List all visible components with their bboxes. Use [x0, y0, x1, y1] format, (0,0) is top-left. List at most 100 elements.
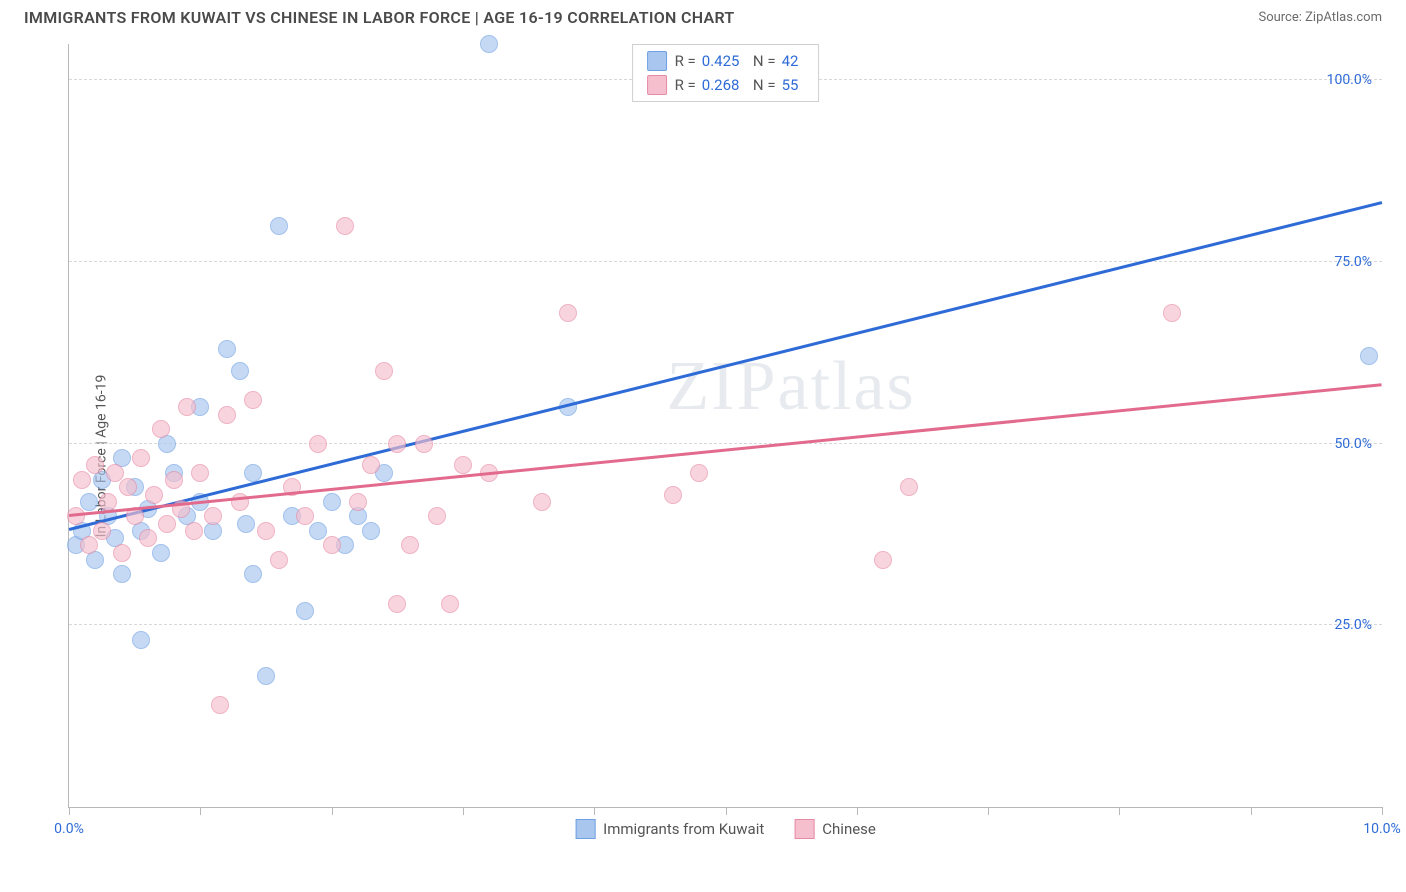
scatter-point	[900, 478, 918, 496]
x-tick	[200, 807, 201, 815]
scatter-point	[132, 449, 150, 467]
plot-area: ZIPatlas R =0.425 N =42R =0.268 N =55 Im…	[68, 44, 1382, 808]
x-tick	[1382, 807, 1383, 815]
scatter-point	[454, 456, 472, 474]
scatter-point	[231, 362, 249, 380]
scatter-point	[152, 544, 170, 562]
y-tick-label: 25.0%	[1334, 617, 1372, 633]
scatter-point	[874, 551, 892, 569]
scatter-point	[1163, 304, 1181, 322]
legend-swatch	[575, 819, 595, 839]
scatter-point	[309, 522, 327, 540]
scatter-point	[132, 631, 150, 649]
x-tick	[857, 807, 858, 815]
x-tick-label: 10.0%	[1363, 821, 1401, 837]
scatter-point	[152, 420, 170, 438]
header: IMMIGRANTS FROM KUWAIT VS CHINESE IN LAB…	[0, 0, 1406, 31]
scatter-point	[1360, 347, 1378, 365]
x-tick	[69, 807, 70, 815]
scatter-point	[158, 515, 176, 533]
trend-line	[69, 383, 1382, 516]
scatter-point	[139, 529, 157, 547]
x-tick	[594, 807, 595, 815]
scatter-point	[145, 486, 163, 504]
scatter-point	[664, 486, 682, 504]
legend-stat-row: R =0.425 N =42	[647, 49, 805, 73]
scatter-point	[296, 602, 314, 620]
scatter-point	[165, 471, 183, 489]
legend-stats: R =0.425 N =42 R =0.268 N =55	[632, 44, 820, 102]
scatter-point	[204, 507, 222, 525]
gridline	[69, 261, 1382, 262]
scatter-point	[690, 464, 708, 482]
scatter-point	[415, 435, 433, 453]
source-label: Source: ZipAtlas.com	[1258, 10, 1382, 25]
scatter-point	[218, 406, 236, 424]
legend-item: Chinese	[794, 819, 876, 839]
scatter-point	[533, 493, 551, 511]
scatter-point	[309, 435, 327, 453]
scatter-point	[375, 362, 393, 380]
scatter-point	[336, 217, 354, 235]
x-tick	[332, 807, 333, 815]
scatter-point	[480, 35, 498, 53]
scatter-point	[362, 456, 380, 474]
scatter-point	[401, 536, 419, 554]
legend-stat-row: R =0.268 N =55	[647, 73, 805, 97]
scatter-point	[244, 391, 262, 409]
x-tick	[988, 807, 989, 815]
page-title: IMMIGRANTS FROM KUWAIT VS CHINESE IN LAB…	[24, 8, 735, 27]
x-tick-label: 0.0%	[54, 821, 84, 837]
trend-line	[69, 201, 1383, 530]
scatter-point	[244, 464, 262, 482]
scatter-point	[119, 478, 137, 496]
scatter-point	[323, 493, 341, 511]
scatter-point	[244, 565, 262, 583]
scatter-point	[362, 522, 380, 540]
scatter-point	[441, 595, 459, 613]
legend-label: Chinese	[822, 820, 876, 838]
scatter-point	[257, 522, 275, 540]
x-tick	[1119, 807, 1120, 815]
scatter-point	[191, 464, 209, 482]
y-tick-label: 50.0%	[1334, 436, 1372, 452]
x-tick	[726, 807, 727, 815]
watermark: ZIPatlas	[667, 347, 916, 427]
gridline	[69, 624, 1382, 625]
scatter-point	[270, 551, 288, 569]
legend-item: Immigrants from Kuwait	[575, 819, 764, 839]
scatter-point	[270, 217, 288, 235]
legend-stat-text: R =0.268 N =55	[675, 76, 805, 94]
scatter-point	[99, 493, 117, 511]
scatter-point	[113, 544, 131, 562]
scatter-point	[323, 536, 341, 554]
scatter-point	[428, 507, 446, 525]
legend-series: Immigrants from Kuwait Chinese	[575, 819, 876, 839]
scatter-point	[211, 696, 229, 714]
scatter-point	[178, 398, 196, 416]
scatter-point	[80, 536, 98, 554]
scatter-point	[86, 456, 104, 474]
y-tick-label: 75.0%	[1334, 254, 1372, 270]
scatter-point	[93, 522, 111, 540]
scatter-point	[73, 471, 91, 489]
legend-swatch	[794, 819, 814, 839]
chart-container: In Labor Force | Age 16-19 ZIPatlas R =0…	[24, 44, 1382, 868]
scatter-point	[388, 595, 406, 613]
scatter-point	[113, 565, 131, 583]
y-tick-label: 100.0%	[1327, 72, 1372, 88]
x-tick	[463, 807, 464, 815]
legend-swatch	[647, 75, 667, 95]
x-tick	[1251, 807, 1252, 815]
scatter-point	[185, 522, 203, 540]
legend-label: Immigrants from Kuwait	[603, 820, 764, 838]
scatter-point	[349, 493, 367, 511]
scatter-point	[559, 304, 577, 322]
scatter-point	[80, 493, 98, 511]
scatter-point	[106, 464, 124, 482]
scatter-point	[218, 340, 236, 358]
scatter-point	[237, 515, 255, 533]
scatter-point	[296, 507, 314, 525]
legend-swatch	[647, 51, 667, 71]
gridline	[69, 443, 1382, 444]
